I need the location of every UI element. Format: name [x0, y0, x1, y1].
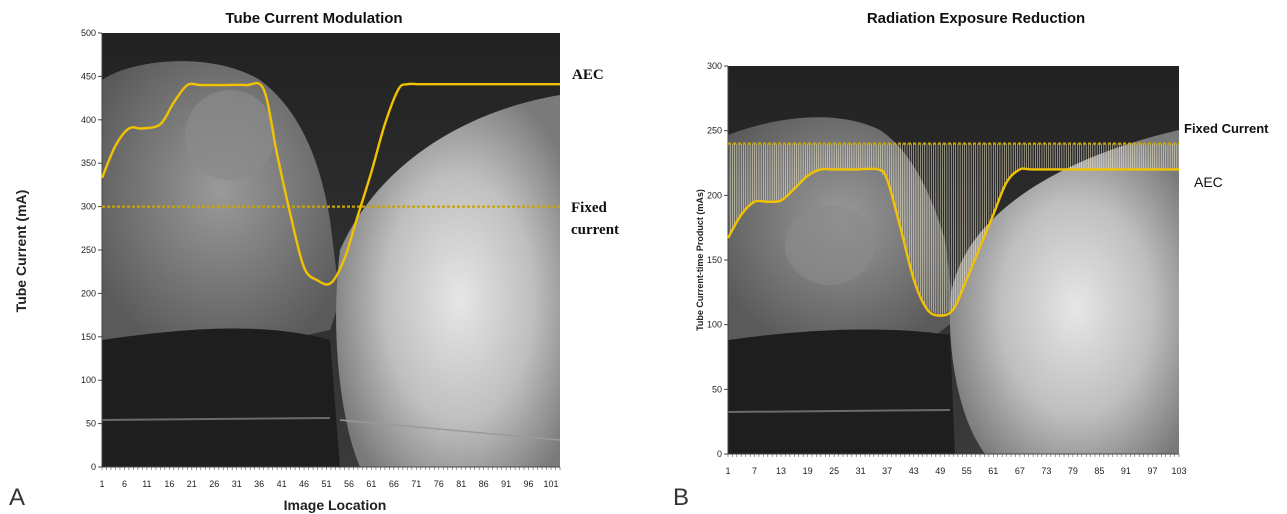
chart-a-marks	[100, 81, 560, 286]
x-tick-label: 26	[209, 479, 219, 489]
x-tick-label: 97	[1147, 466, 1157, 476]
x-tick-label: 76	[434, 479, 444, 489]
y-tick-label: 400	[81, 115, 96, 125]
chart-b-aec-annotation: AEC	[1194, 174, 1223, 190]
chart-b-y-axis-label: Tube Current-time Product (mAs)	[695, 189, 705, 331]
x-tick-label: 13	[776, 466, 786, 476]
x-tick-label: 43	[909, 466, 919, 476]
x-tick-label: 11	[142, 479, 151, 489]
chart-b-axes: 0 50 100 150 200 250 300 1 7 13 19 25 31 37 43 49 55 61 67…	[707, 61, 1187, 476]
aec-series-line	[726, 167, 1179, 317]
x-tick-label: 36	[254, 479, 264, 489]
x-tick-label: 91	[1121, 466, 1131, 476]
chart-a-fixed-annotation-line2: current	[571, 222, 619, 238]
x-tick-label: 37	[882, 466, 892, 476]
x-tick-label: 16	[164, 479, 174, 489]
y-tick-label: 0	[91, 462, 96, 472]
x-tick-label: 61	[988, 466, 998, 476]
chart-a-radiograph	[101, 33, 561, 467]
x-tick-label: 81	[456, 479, 466, 489]
x-tick-label: 55	[962, 466, 972, 476]
aec-series-line	[100, 81, 560, 286]
panel-a-letter: A	[9, 484, 25, 511]
x-tick-label: 66	[389, 479, 399, 489]
x-tick-label: 67	[1015, 466, 1025, 476]
panel-b: Radiation Exposure Reduction Tube Curren…	[673, 10, 1269, 511]
x-tick-label: 73	[1041, 466, 1051, 476]
y-tick-label: 0	[717, 449, 722, 459]
x-tick-label: 96	[524, 479, 534, 489]
y-tick-label: 500	[81, 28, 96, 38]
chart-a-fixed-annotation-line1: Fixed	[571, 200, 607, 216]
x-tick-label: 91	[501, 479, 511, 489]
x-tick-label: 46	[299, 479, 309, 489]
x-tick-label: 86	[479, 479, 489, 489]
x-tick-label: 49	[935, 466, 945, 476]
y-tick-label: 200	[707, 190, 722, 200]
y-tick-label: 350	[81, 158, 96, 168]
chart-a-x-axis-label: Image Location	[284, 497, 387, 513]
x-tick-label: 1	[99, 479, 104, 489]
x-tick-label: 7	[752, 466, 757, 476]
x-tick-label: 19	[803, 466, 813, 476]
x-tick-label: 101	[544, 479, 559, 489]
chart-b-marks	[726, 142, 1179, 317]
chart-a-title: Tube Current Modulation	[225, 10, 402, 27]
y-tick-label: 250	[81, 245, 96, 255]
x-tick-label: 61	[366, 479, 376, 489]
chart-b-title: Radiation Exposure Reduction	[867, 10, 1085, 27]
y-tick-label: 200	[81, 288, 96, 298]
x-tick-label: 31	[856, 466, 866, 476]
x-tick-label: 85	[1094, 466, 1104, 476]
y-tick-label: 100	[707, 320, 722, 330]
y-tick-label: 250	[707, 126, 722, 136]
panel-b-letter: B	[673, 484, 689, 511]
x-tick-label: 51	[322, 479, 332, 489]
y-tick-label: 150	[707, 255, 722, 265]
chart-a-aec-annotation: AEC	[572, 67, 604, 83]
x-tick-label: 103	[1171, 466, 1186, 476]
x-tick-label: 56	[344, 479, 354, 489]
x-tick-label: 1	[725, 466, 730, 476]
y-tick-label: 450	[81, 71, 96, 81]
x-tick-label: 25	[829, 466, 839, 476]
x-tick-label: 21	[187, 479, 197, 489]
x-tick-label: 31	[232, 479, 242, 489]
chart-b-shaded-region	[727, 143, 1180, 316]
x-tick-label: 71	[411, 479, 421, 489]
y-tick-label: 300	[81, 202, 96, 212]
x-tick-label: 41	[277, 479, 287, 489]
x-tick-label: 6	[122, 479, 127, 489]
y-tick-label: 50	[86, 419, 96, 429]
panel-a: Tube Current Modulation Tube Current (mA…	[9, 10, 619, 513]
chart-b-fixed-annotation: Fixed Current	[1184, 121, 1269, 136]
y-tick-label: 300	[707, 61, 722, 71]
y-tick-label: 100	[81, 375, 96, 385]
y-tick-label: 150	[81, 332, 96, 342]
y-tick-label: 50	[712, 384, 722, 394]
chart-a-y-axis-label: Tube Current (mA)	[13, 190, 29, 313]
x-tick-label: 79	[1068, 466, 1078, 476]
